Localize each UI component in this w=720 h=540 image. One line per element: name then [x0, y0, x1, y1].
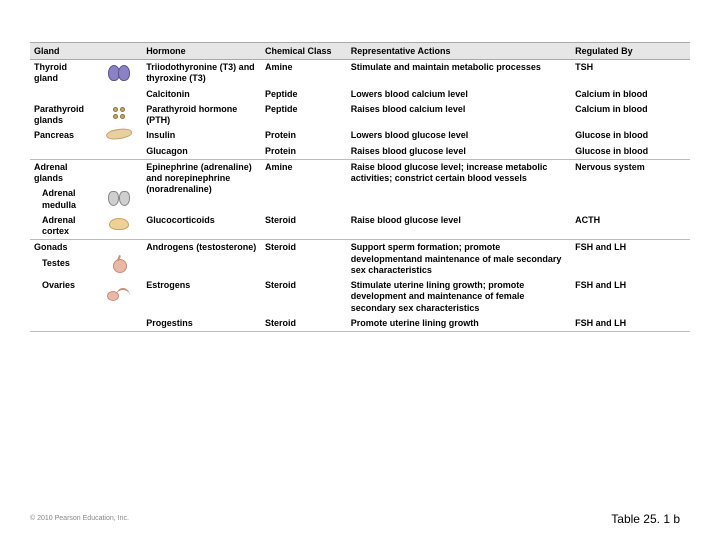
cell-hormone: Progestins	[142, 316, 261, 331]
cell-action: Raise blood glucose level; increase meta…	[347, 159, 571, 213]
cell-icon	[96, 128, 142, 143]
col-gland: Gland	[30, 43, 142, 60]
medulla-icon	[108, 191, 130, 205]
cell-class: Amine	[261, 159, 347, 213]
table-row: Adrenal cortex GlucocorticoidsSteroidRais…	[30, 213, 690, 240]
table-row: GonadsAndrogens (testosterone)SteroidSup…	[30, 240, 690, 256]
cell-icon	[96, 60, 142, 87]
col-hormone: Hormone	[142, 43, 261, 60]
cell-action: Lowers blood glucose level	[347, 128, 571, 143]
cell-action: Promote uterine lining growth	[347, 316, 571, 331]
table-header-row: Gland Hormone Chemical Class Representat…	[30, 43, 690, 60]
cell-action: Raises blood glucose level	[347, 144, 571, 159]
cell-hormone: Glucagon	[142, 144, 261, 159]
cell-action: Lowers blood calcium level	[347, 87, 571, 102]
cell-reg: TSH	[571, 60, 690, 87]
table-row: Ovaries EstrogensSteroidStimulate uterine…	[30, 278, 690, 316]
cell-icon	[96, 186, 142, 213]
cell-class: Protein	[261, 144, 347, 159]
parathyroid-icon	[112, 106, 126, 120]
cell-gland: Thyroid gland	[30, 60, 96, 87]
cell-reg: ACTH	[571, 213, 690, 240]
cell-action: Raises blood calcium level	[347, 102, 571, 129]
cell-class: Steroid	[261, 278, 347, 316]
cell-gland: Adrenal glands	[30, 159, 96, 186]
table-row: Parathyroid glands Parathyroid hormone (P…	[30, 102, 690, 129]
cell-icon	[96, 316, 142, 331]
cell-hormone: Parathyroid hormone (PTH)	[142, 102, 261, 129]
cell-class: Steroid	[261, 316, 347, 331]
row-separator	[30, 331, 690, 332]
table-caption: Table 25. 1 b	[611, 512, 680, 526]
cell-icon	[96, 256, 142, 278]
thyroid-icon	[108, 65, 130, 79]
cell-class: Peptide	[261, 87, 347, 102]
cell-subgland: Testes	[30, 256, 96, 278]
cell-reg: FSH and LH	[571, 278, 690, 316]
cell-action: Raise blood glucose level	[347, 213, 571, 240]
copyright-text: © 2010 Pearson Education, Inc.	[30, 515, 129, 522]
cell-hormone: Calcitonin	[142, 87, 261, 102]
col-actions: Representative Actions	[347, 43, 571, 60]
cell-hormone: Androgens (testosterone)	[142, 240, 261, 278]
table-row: GlucagonProteinRaises blood glucose leve…	[30, 144, 690, 159]
cell-class: Peptide	[261, 102, 347, 129]
cell-hormone: Insulin	[142, 128, 261, 143]
cell-hormone: Epinephrine (adrenaline) and norepinephr…	[142, 159, 261, 213]
cell-icon	[96, 144, 142, 159]
cell-subgland: Adrenal cortex	[30, 213, 96, 240]
cell-action: Stimulate and maintain metabolic process…	[347, 60, 571, 87]
cell-reg: Calcium in blood	[571, 87, 690, 102]
cell-reg: FSH and LH	[571, 316, 690, 331]
col-chemical-class: Chemical Class	[261, 43, 347, 60]
cell-gland	[30, 316, 96, 331]
table-row: ProgestinsSteroidPromote uterine lining …	[30, 316, 690, 331]
table-row: CalcitoninPeptideLowers blood calcium le…	[30, 87, 690, 102]
cell-reg: Calcium in blood	[571, 102, 690, 129]
cell-hormone: Estrogens	[142, 278, 261, 316]
hormone-table: Gland Hormone Chemical Class Representat…	[30, 42, 690, 332]
cell-reg: Glucose in blood	[571, 128, 690, 143]
col-regulated-by: Regulated By	[571, 43, 690, 60]
testis-icon	[111, 257, 127, 273]
cell-subgland: Ovaries	[30, 278, 96, 316]
cell-class: Amine	[261, 60, 347, 87]
cell-class: Protein	[261, 128, 347, 143]
cell-reg: Nervous system	[571, 159, 690, 213]
cell-icon	[96, 102, 142, 129]
ovary-icon	[107, 288, 131, 302]
table-row: Adrenal glandsEpinephrine (adrenaline) a…	[30, 159, 690, 186]
cell-gland	[30, 144, 96, 159]
cell-subgland: Adrenal medulla	[30, 186, 96, 213]
cell-gland: Parathyroid glands	[30, 102, 96, 129]
cell-class: Steroid	[261, 213, 347, 240]
cell-gland	[30, 87, 96, 102]
cell-gland: Gonads	[30, 240, 96, 256]
cell-reg: FSH and LH	[571, 240, 690, 278]
cell-icon	[96, 278, 142, 316]
table-row: Thyroid gland Triiodothyronine (T3) and t…	[30, 60, 690, 87]
cell-action: Support sperm formation; promote develop…	[347, 240, 571, 278]
cell-gland: Pancreas	[30, 128, 96, 143]
cell-action: Stimulate uterine lining growth; promote…	[347, 278, 571, 316]
cell-icon	[96, 87, 142, 102]
cortex-icon	[109, 218, 129, 230]
cell-hormone: Triiodothyronine (T3) and thyroxine (T3)	[142, 60, 261, 87]
cell-reg: Glucose in blood	[571, 144, 690, 159]
cell-icon	[96, 213, 142, 240]
cell-class: Steroid	[261, 240, 347, 278]
table-row: Pancreas InsulinProteinLowers blood gluco…	[30, 128, 690, 143]
cell-icon	[96, 240, 142, 256]
cell-icon	[96, 159, 142, 186]
pancreas-icon	[106, 127, 133, 141]
cell-hormone: Glucocorticoids	[142, 213, 261, 240]
